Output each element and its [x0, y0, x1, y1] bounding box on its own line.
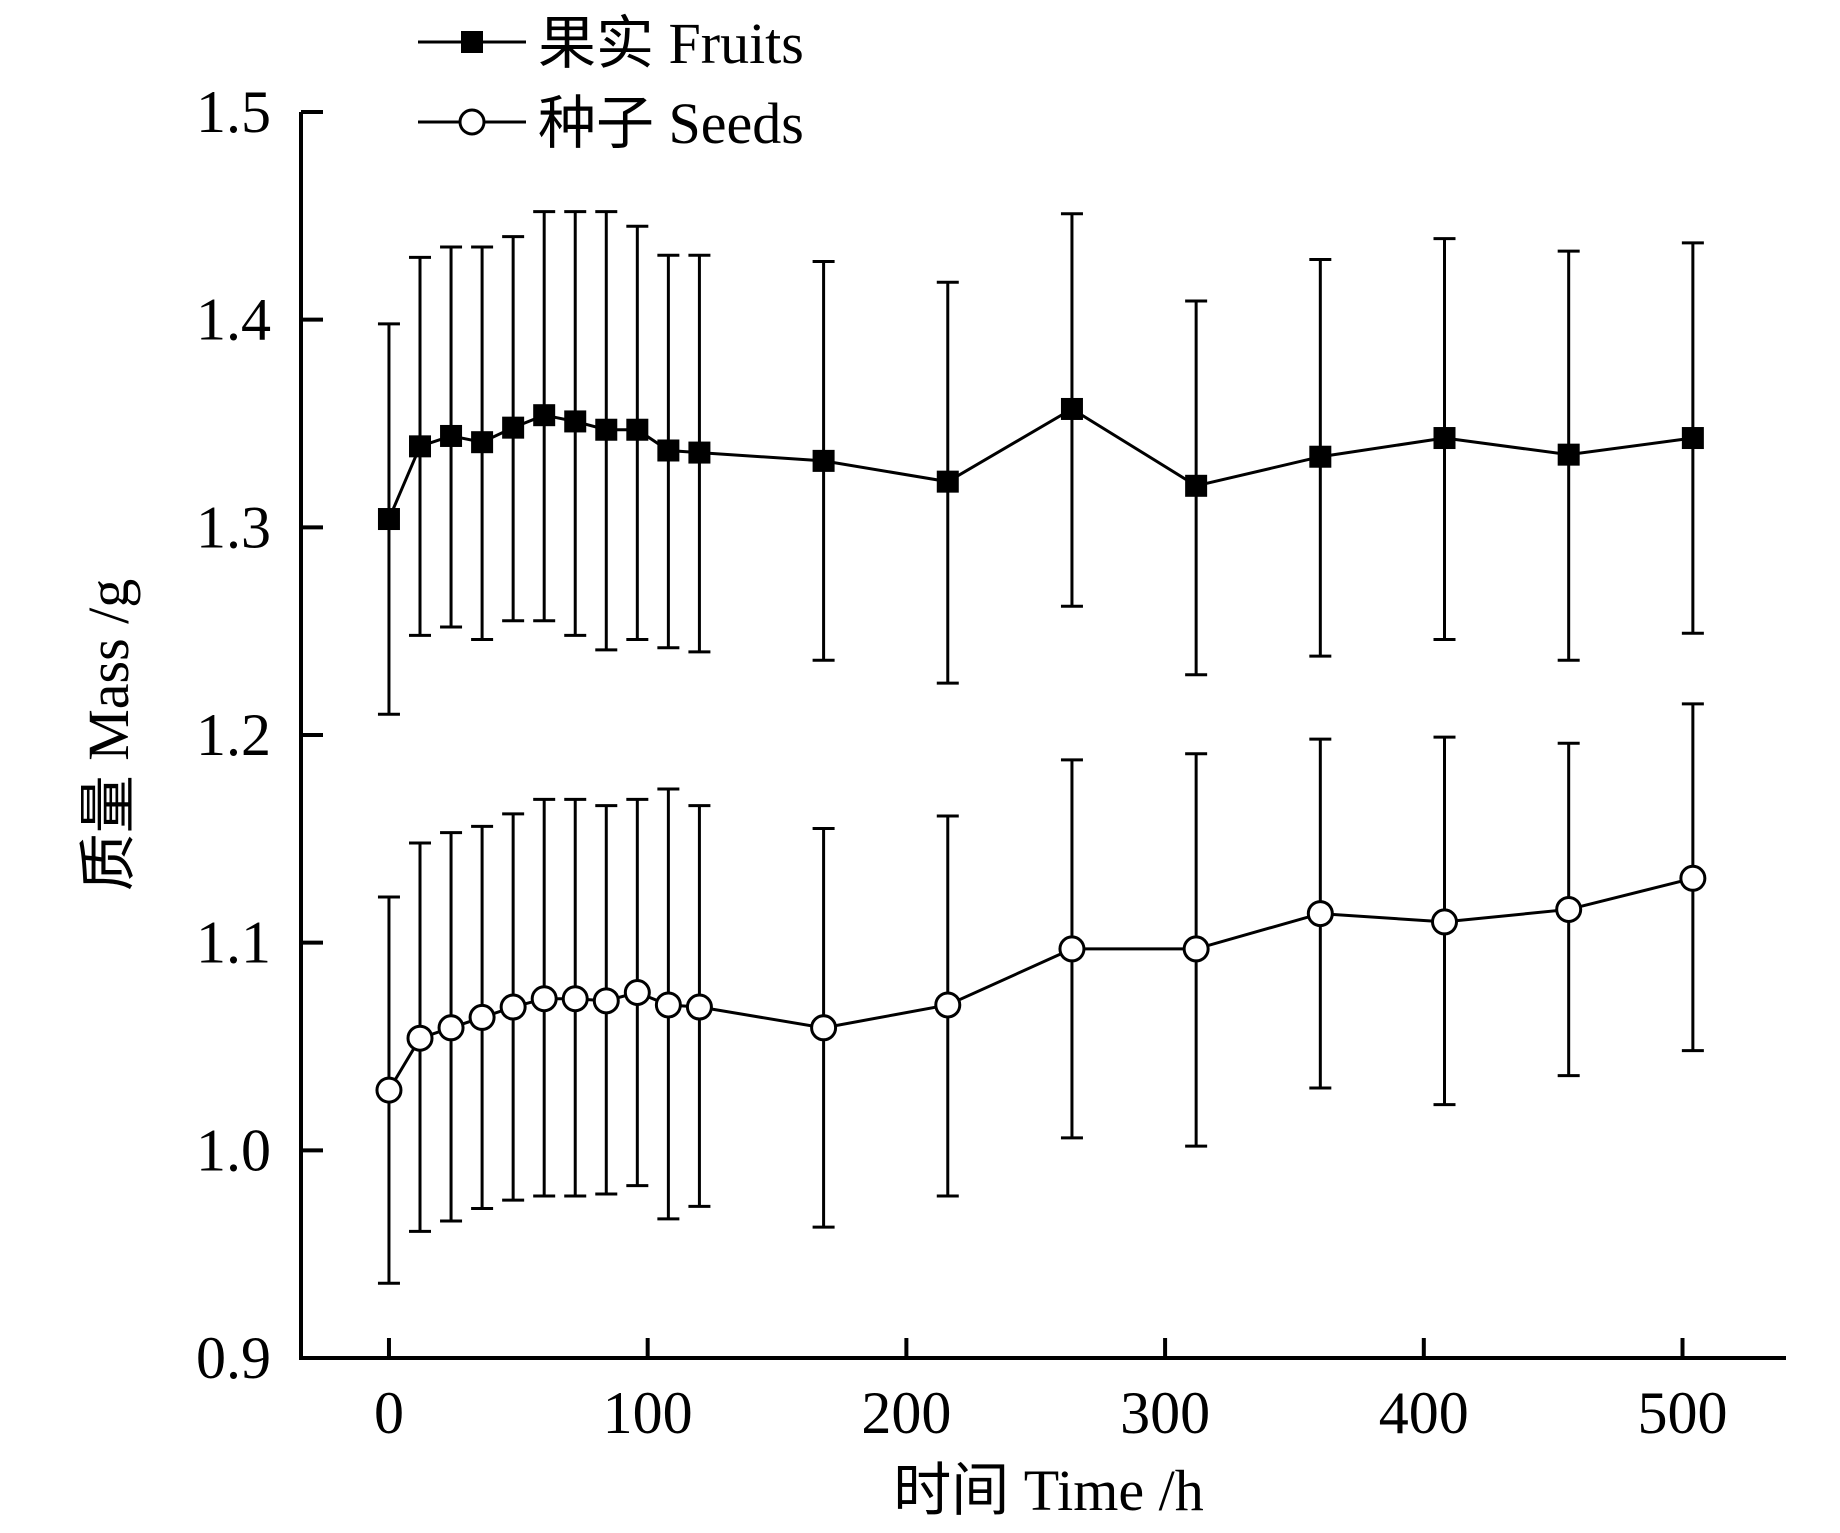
- x-tick-label: 300: [1120, 1380, 1210, 1446]
- x-tick-label: 200: [861, 1380, 951, 1446]
- data-point: [561, 985, 589, 1013]
- legend-label-seeds: 种子 Seeds: [538, 91, 804, 156]
- y-tick-label: 0.9: [196, 1325, 271, 1391]
- data-point: [440, 424, 463, 447]
- data-point: [1306, 900, 1334, 928]
- x-axis-ticks: 0 100 200 300 400 500: [374, 1338, 1728, 1446]
- legend-marker-seeds: [458, 108, 486, 136]
- legend-item-seeds: 种子 Seeds: [418, 91, 804, 156]
- data-point: [1433, 427, 1456, 450]
- data-point: [377, 508, 400, 531]
- y-tick-label: 1.1: [196, 910, 271, 976]
- data-point: [1431, 908, 1459, 936]
- data-point: [685, 993, 713, 1021]
- series-fruits: [377, 210, 1704, 716]
- x-tick-label: 0: [374, 1380, 404, 1446]
- data-point: [375, 1076, 403, 1104]
- series-seeds: [375, 702, 1707, 1285]
- data-point: [409, 435, 432, 458]
- legend-label-fruits: 果实 Fruits: [538, 11, 804, 76]
- data-point: [812, 449, 835, 472]
- data-point: [533, 404, 556, 427]
- x-axis-label: 时间 Time /h: [893, 1458, 1203, 1523]
- x-tick-label: 500: [1638, 1380, 1728, 1446]
- data-point: [1679, 864, 1707, 892]
- data-point: [592, 987, 620, 1015]
- data-point: [1060, 397, 1083, 420]
- data-point: [654, 991, 682, 1019]
- data-point: [1185, 474, 1208, 497]
- data-point: [437, 1014, 465, 1042]
- x-tick-label: 400: [1379, 1380, 1469, 1446]
- y-tick-label: 1.5: [196, 79, 271, 145]
- y-axis-label: 质量 Mass /g: [76, 579, 141, 892]
- data-point: [502, 416, 525, 439]
- x-tick-label: 100: [603, 1380, 693, 1446]
- legend: 果实 Fruits 种子 Seeds: [418, 11, 804, 156]
- data-point: [1182, 935, 1210, 963]
- series-layer: [375, 210, 1707, 1285]
- y-tick-label: 1.4: [196, 287, 271, 353]
- data-point: [626, 418, 649, 441]
- data-point: [1309, 445, 1332, 468]
- data-point: [1681, 427, 1704, 450]
- data-point: [657, 439, 680, 462]
- legend-marker-fruits: [461, 31, 483, 53]
- data-point: [1557, 443, 1580, 466]
- plot-area: 0.9 1.0 1.1 1.2 1.3 1.4 1.5 0 100 200 300 400 500: [196, 79, 1786, 1446]
- data-point: [406, 1024, 434, 1052]
- y-tick-label: 1.2: [196, 702, 271, 768]
- data-point: [595, 418, 618, 441]
- data-point: [1555, 895, 1583, 923]
- data-point: [623, 979, 651, 1007]
- data-point: [564, 410, 587, 433]
- data-point: [471, 431, 494, 454]
- data-point: [934, 991, 962, 1019]
- series-line: [387, 876, 1694, 1091]
- data-point: [468, 1003, 496, 1031]
- y-tick-label: 1.3: [196, 494, 271, 560]
- data-point: [688, 441, 711, 464]
- y-axis-ticks: 0.9 1.0 1.1 1.2 1.3 1.4 1.5: [196, 79, 323, 1391]
- data-point: [810, 1014, 838, 1042]
- data-point: [1058, 935, 1086, 963]
- data-point: [499, 993, 527, 1021]
- data-point: [936, 470, 959, 493]
- data-point: [530, 985, 558, 1013]
- legend-item-fruits: 果实 Fruits: [418, 11, 804, 76]
- y-tick-label: 1.0: [196, 1117, 271, 1183]
